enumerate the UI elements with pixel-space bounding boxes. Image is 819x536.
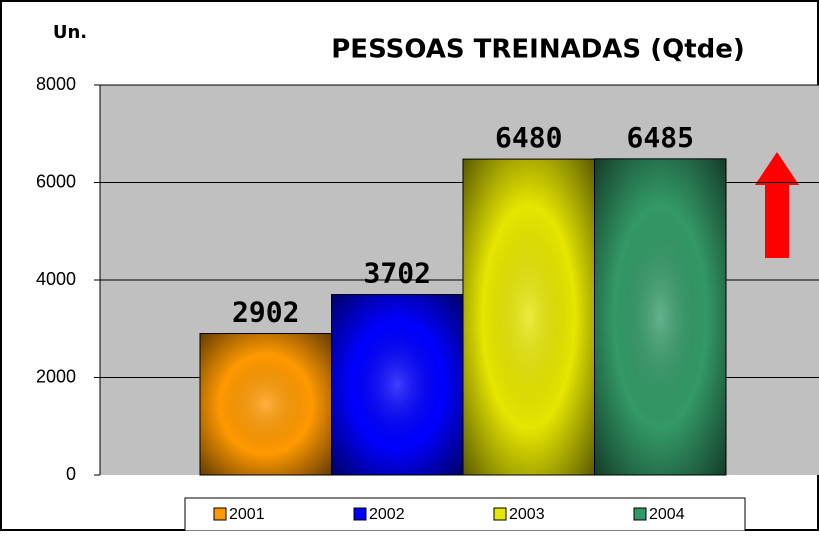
legend-label: 2001 (229, 506, 265, 523)
legend-swatch (213, 507, 227, 521)
legend-label: 2004 (649, 506, 685, 523)
legend-label: 2002 (369, 506, 405, 523)
y-tick-label: 8000 (36, 74, 76, 94)
y-tick-label: 4000 (36, 269, 76, 289)
y-tick-label: 2000 (36, 366, 76, 386)
bar (462, 158, 595, 476)
data-label: 3702 (364, 257, 431, 290)
data-label: 6485 (627, 121, 694, 154)
legend-swatch (353, 507, 367, 521)
bar (199, 333, 332, 476)
bar (331, 294, 464, 476)
chart-title: PESSOAS TREINADAS (Qtde) (331, 35, 745, 65)
legend-swatch (493, 507, 507, 521)
up-arrow (755, 152, 799, 258)
data-label: 6480 (495, 121, 562, 154)
y-label: Un. (53, 22, 87, 43)
y-tick-label: 6000 (36, 171, 76, 191)
y-tick-label: 0 (66, 464, 76, 484)
legend (184, 497, 746, 532)
data-label: 2902 (232, 296, 299, 329)
bar (594, 158, 727, 476)
legend-label: 2003 (509, 506, 545, 523)
legend-swatch (633, 507, 647, 521)
